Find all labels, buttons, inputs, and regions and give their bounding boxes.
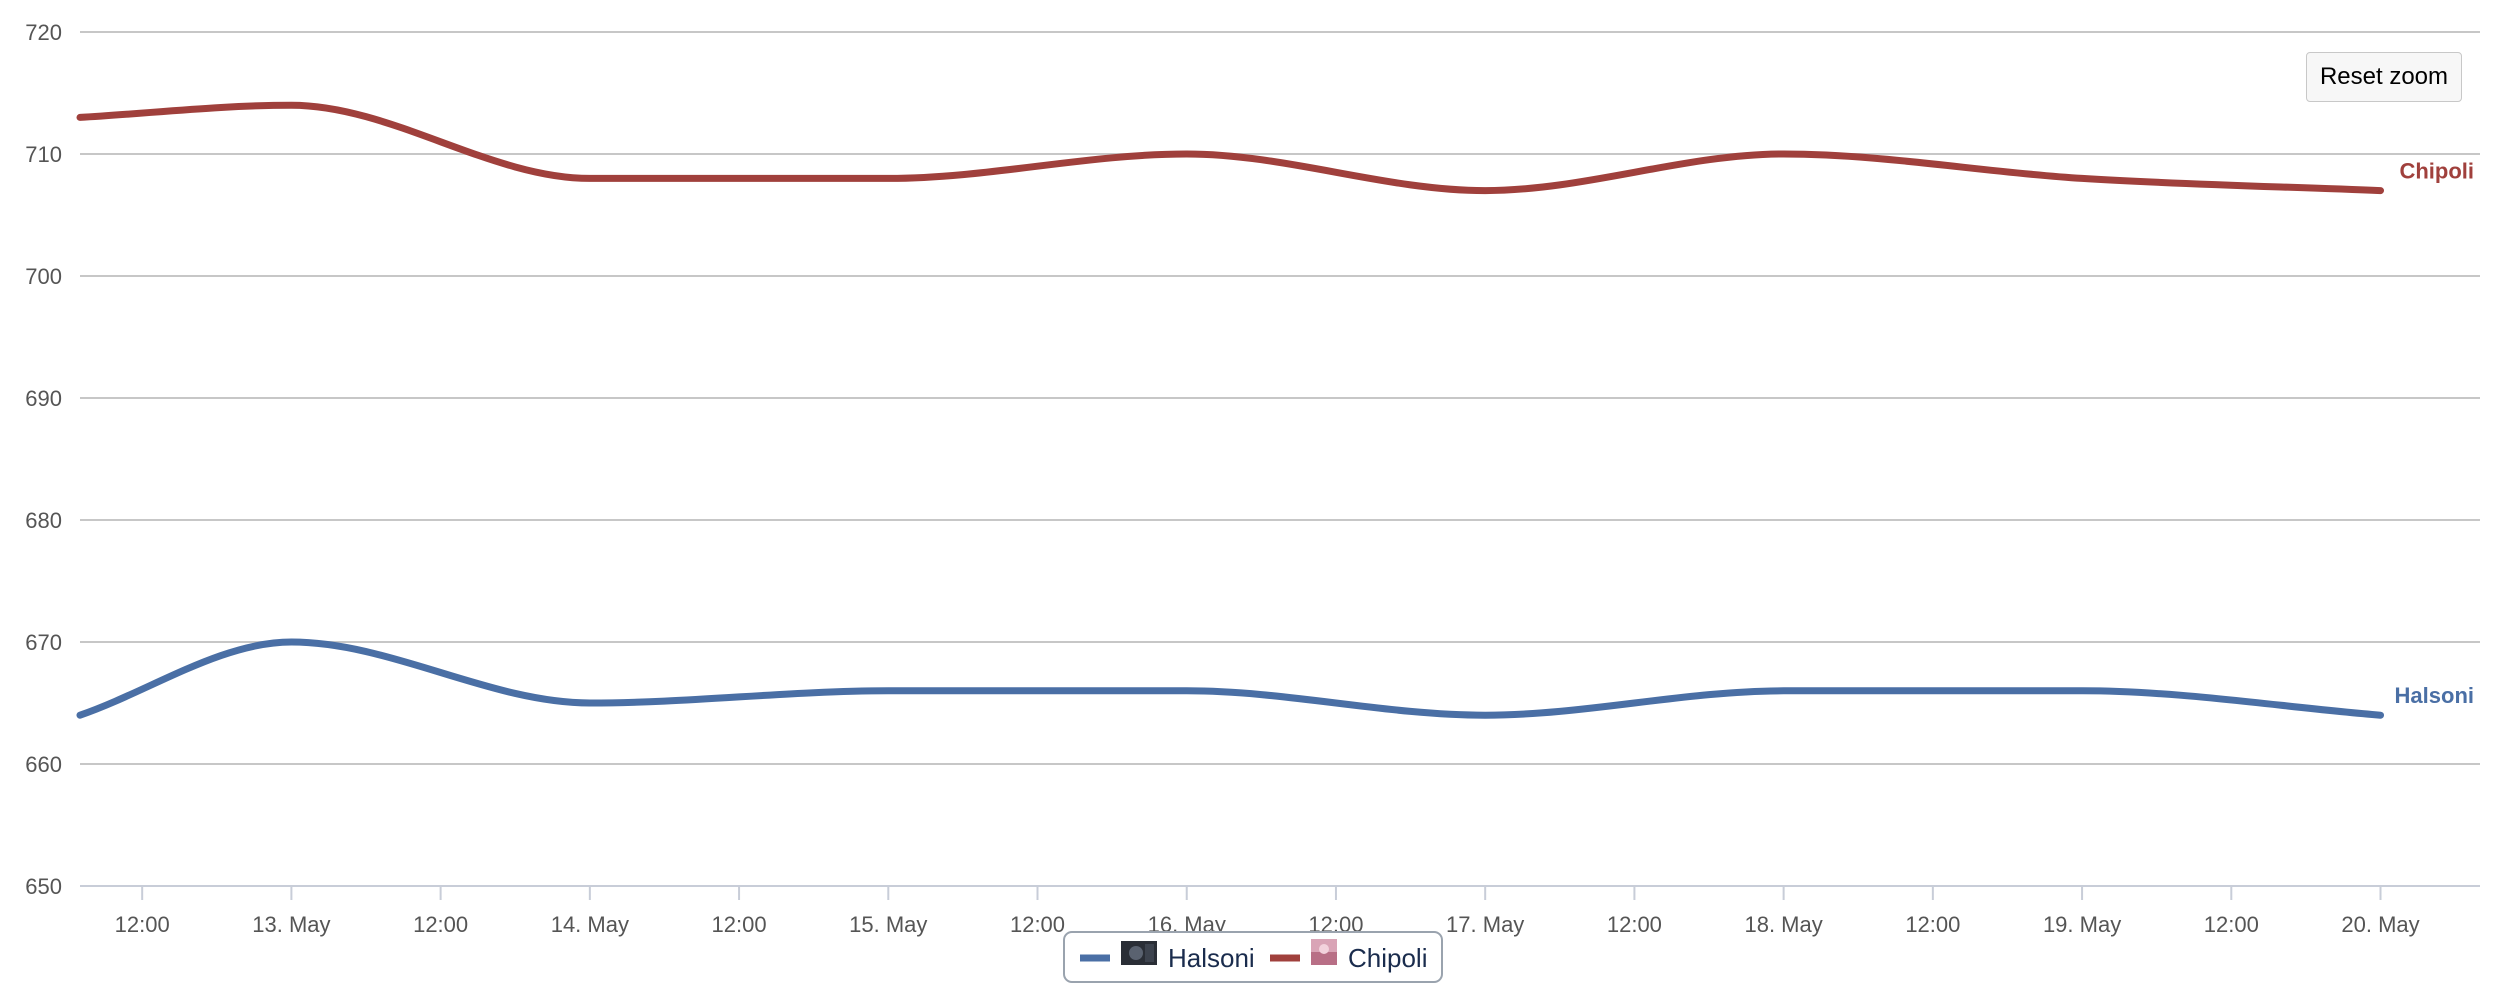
x-tick-label: 13. May — [252, 912, 330, 937]
legend-item-halsoni: Halsoni — [1080, 941, 1255, 973]
series-line-halsoni — [76, 638, 2385, 719]
legend: Halsoni Chipoli — [1063, 931, 1443, 983]
x-tick-label: 14. May — [551, 912, 629, 937]
series-end-label: Halsoni — [2395, 683, 2474, 708]
y-axis-labels: 650 660 670 680 690 700 710 720 — [25, 20, 62, 899]
y-tick-label: 700 — [25, 264, 62, 289]
x-tick-label: 12:00 — [115, 912, 170, 937]
x-tick-label: 12:00 — [413, 912, 468, 937]
avatar-dark-icon — [1121, 941, 1157, 965]
x-tick-label: 18. May — [1744, 912, 1822, 937]
legend-label: Chipoli — [1348, 943, 1428, 973]
x-tick-label: 12:00 — [1905, 912, 1960, 937]
legend-box — [1063, 931, 1443, 983]
x-tick-label: 19. May — [2043, 912, 2121, 937]
x-tick-label: 15. May — [849, 912, 927, 937]
x-tick-label: 17. May — [1446, 912, 1524, 937]
y-tick-label: 710 — [25, 142, 62, 167]
x-tick-label: 12:00 — [1010, 912, 1065, 937]
series-line-chipoli — [76, 101, 2385, 195]
legend-label: Halsoni — [1168, 943, 1255, 973]
legend-item-chipoli: Chipoli — [1270, 939, 1428, 973]
x-tick-label: 20. May — [2341, 912, 2419, 937]
series-end-labels: Halsoni Chipoli — [2395, 159, 2474, 709]
y-tick-label: 650 — [25, 874, 62, 899]
series-lines — [76, 101, 2385, 719]
y-tick-label: 680 — [25, 508, 62, 533]
y-tick-label: 720 — [25, 20, 62, 45]
reset-zoom-button[interactable]: Reset zoom — [2306, 52, 2462, 102]
x-tick-label: 12:00 — [712, 912, 767, 937]
x-tick-label: 12:00 — [1607, 912, 1662, 937]
series-end-label: Chipoli — [2399, 159, 2474, 184]
y-tick-label: 670 — [25, 630, 62, 655]
y-tick-label: 690 — [25, 386, 62, 411]
y-tick-label: 660 — [25, 752, 62, 777]
x-tick-label: 12:00 — [2204, 912, 2259, 937]
x-axis: 12:00 13. May 12:00 14. May 12:00 15. May 12:0… — [115, 886, 2420, 937]
avatar-pink-icon — [1311, 939, 1337, 965]
